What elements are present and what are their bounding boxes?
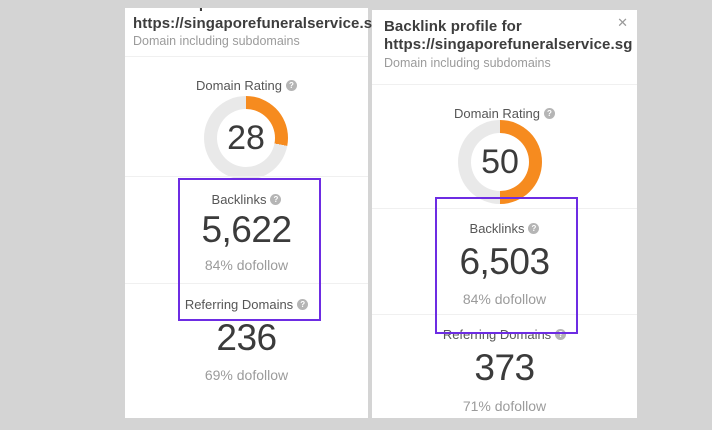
help-icon[interactable]: ?	[270, 194, 282, 205]
right-domain-rating-gauge: 50	[458, 120, 542, 204]
right-panel-title: Backlink profile for https://singaporefu…	[384, 18, 633, 54]
left-domain-rating-gauge: 28	[204, 96, 288, 180]
right-backlinks-label-text: Backlinks	[469, 221, 525, 236]
right-domain-rating-label: Domain Rating?	[372, 106, 637, 121]
left-backlinks-label-text: Backlinks	[211, 192, 267, 207]
left-backlinks-dofollow: 84% dofollow	[204, 257, 289, 273]
left-referring-domains-label-text: Referring Domains	[184, 297, 294, 312]
right-backlinks-dofollow: 84% dofollow	[462, 291, 547, 307]
right-backlink-panel: ✕ Backlink profile for https://singapore…	[372, 10, 637, 418]
divider	[125, 176, 368, 177]
right-referring-domains-label: Referring Domains?	[372, 327, 637, 342]
left-panel-url-title: https://singaporefuneralservice.sg	[133, 15, 382, 32]
help-icon[interactable]: ?	[544, 108, 555, 119]
divider	[125, 283, 368, 284]
left-domain-rating-value: 28	[227, 118, 265, 157]
right-referring-domains-label-text: Referring Domains	[442, 327, 552, 342]
right-panel-title-line1: Backlink profile for	[384, 18, 522, 35]
divider	[372, 314, 637, 315]
left-backlink-panel: Backlink profile for https://singaporefu…	[125, 8, 382, 418]
left-referring-domains-value: 236	[216, 317, 277, 358]
close-icon[interactable]: ✕	[617, 15, 628, 30]
left-referring-domains-label: Referring Domains?	[125, 297, 368, 312]
cropped-title-line: Backlink profile for	[133, 8, 360, 15]
left-panel-subtitle: Domain including subdomains	[133, 34, 300, 48]
left-referring-domains-dofollow: 69% dofollow	[204, 367, 289, 383]
left-domain-rating-label: Domain Rating?	[125, 78, 368, 93]
divider	[372, 208, 637, 209]
right-referring-domains-dofollow: 71% dofollow	[462, 398, 547, 414]
right-backlinks-label: Backlinks?	[372, 221, 637, 236]
left-backlinks-value: 5,622	[201, 209, 292, 250]
cropped-title-text: Backlink profile for	[133, 8, 360, 13]
right-domain-rating-label-text: Domain Rating	[454, 106, 540, 121]
help-icon[interactable]: ?	[286, 80, 297, 91]
right-referring-domains-value: 373	[474, 347, 535, 388]
right-panel-title-line2: https://singaporefuneralservice.sg	[384, 36, 633, 53]
help-icon[interactable]: ?	[528, 223, 540, 234]
help-icon[interactable]: ?	[555, 329, 567, 340]
divider	[125, 56, 368, 57]
help-icon[interactable]: ?	[297, 299, 309, 310]
left-backlinks-label: Backlinks?	[125, 192, 368, 207]
right-backlinks-value: 6,503	[459, 241, 550, 282]
left-domain-rating-label-text: Domain Rating	[196, 78, 282, 93]
right-panel-subtitle: Domain including subdomains	[384, 56, 551, 70]
right-domain-rating-value: 50	[481, 142, 519, 181]
divider	[372, 84, 637, 85]
